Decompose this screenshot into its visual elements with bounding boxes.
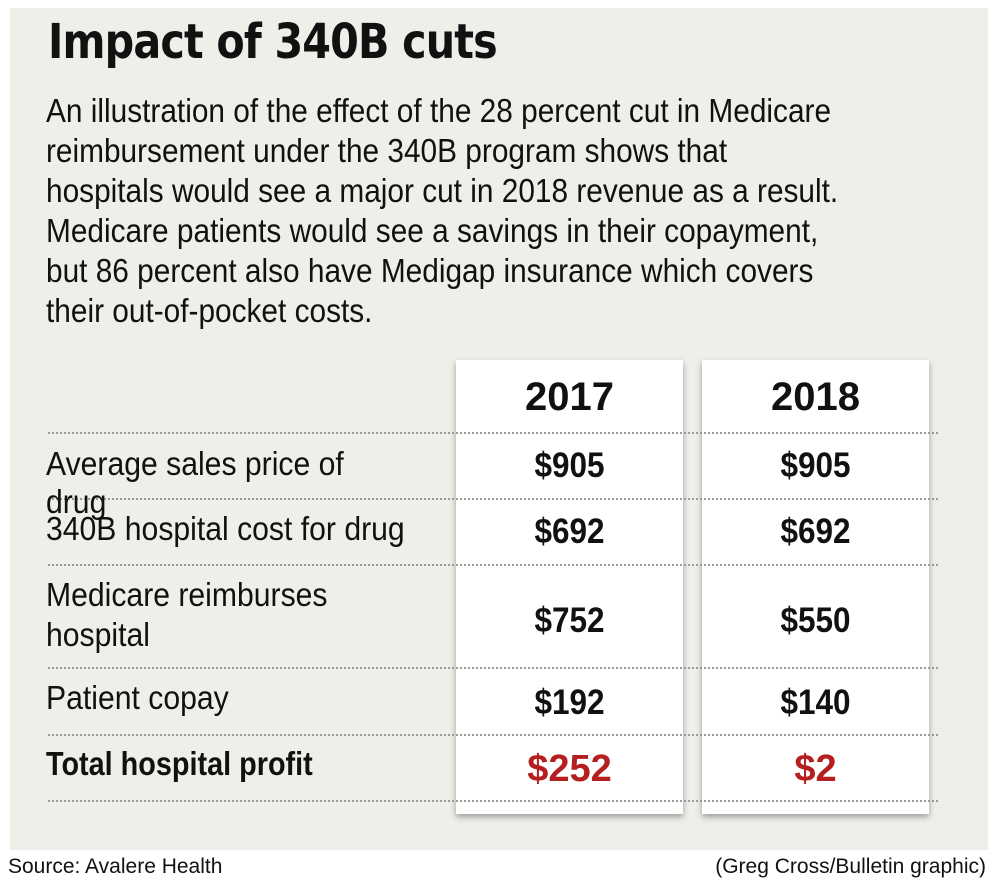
column-card-2017 — [456, 360, 683, 814]
value-2017-medicare-reimburses: $752 — [534, 601, 605, 640]
value-2018-average-sales-price: $905 — [780, 446, 851, 485]
row-label-patient-copay: Patient copay — [46, 680, 229, 717]
row-divider — [48, 734, 938, 736]
row-divider — [48, 498, 938, 500]
graphic-description: An illustration of the effect of the 28 … — [46, 93, 839, 330]
source-note: Source: Avalere Health — [8, 855, 223, 878]
column-header-2017: 2017 — [525, 375, 614, 419]
value-2018-patient-copay: $140 — [780, 683, 851, 722]
column-card-2018 — [702, 360, 929, 814]
row-divider — [48, 432, 938, 434]
value-2017-total-hospital-profit: $252 — [527, 748, 612, 790]
value-2017-patient-copay: $192 — [534, 683, 605, 722]
value-2017-hospital-cost: $692 — [534, 512, 605, 551]
value-2018-hospital-cost: $692 — [780, 512, 851, 551]
value-2018-medicare-reimburses: $550 — [780, 601, 851, 640]
column-header-2018: 2018 — [771, 375, 860, 419]
value-2018-total-hospital-profit: $2 — [794, 748, 837, 790]
graphic-credit: (Greg Cross/Bulletin graphic) — [715, 855, 986, 878]
row-label-hospital-cost: 340B hospital cost for drug — [46, 511, 405, 548]
row-label-medicare-reimburses-line2: hospital — [46, 617, 150, 654]
row-label-medicare-reimburses-line1: Medicare reimburses — [46, 577, 328, 614]
row-divider — [48, 800, 938, 802]
row-label-total-hospital-profit: Total hospital profit — [46, 746, 313, 783]
value-2017-average-sales-price: $905 — [534, 446, 605, 485]
row-divider — [48, 564, 938, 566]
graphic-title: Impact of 340B cuts — [48, 14, 498, 70]
row-divider — [48, 667, 938, 669]
row-label-average-sales-price: Average sales price of drug — [46, 446, 344, 521]
